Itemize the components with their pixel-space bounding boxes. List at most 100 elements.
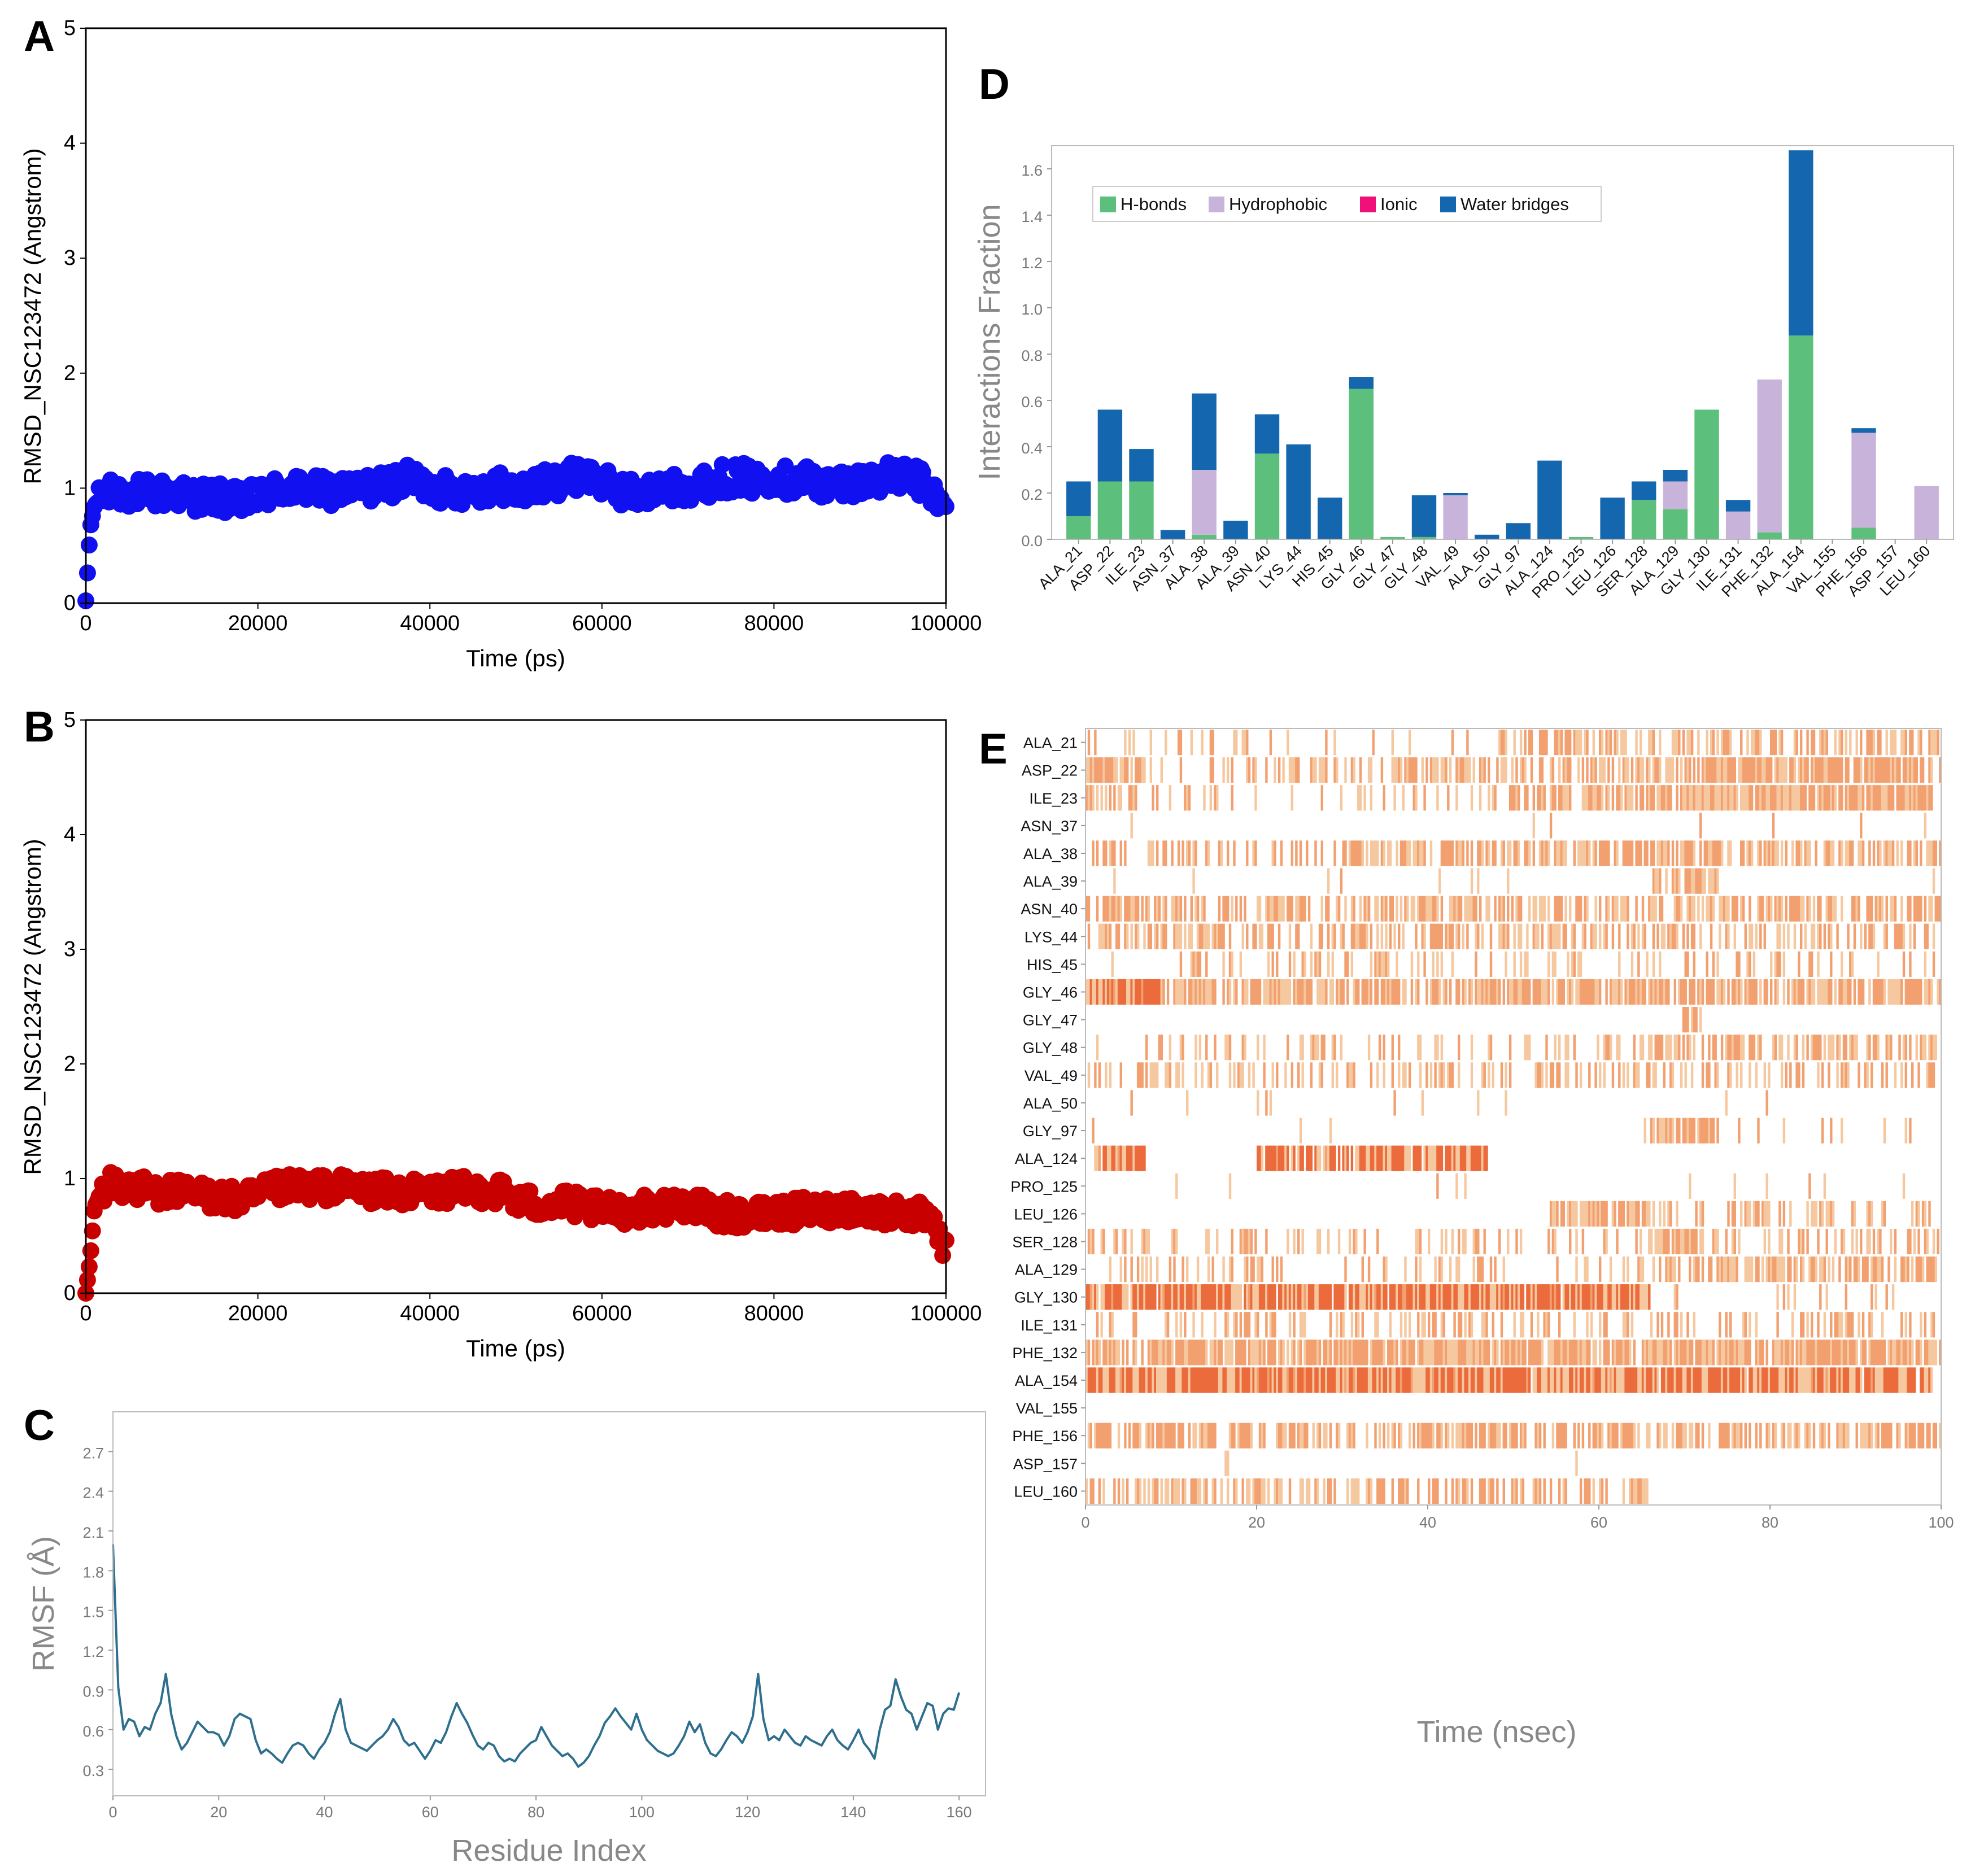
contact-cell — [1667, 1312, 1670, 1338]
contact-cell — [1556, 1284, 1559, 1310]
contact-cell — [1896, 757, 1899, 783]
contact-cell — [1560, 730, 1563, 756]
contact-cell — [1902, 1035, 1906, 1061]
contact-cell — [1828, 785, 1830, 811]
contact-cell — [1479, 840, 1482, 866]
contact-cell — [1265, 1228, 1268, 1255]
contact-cell — [1703, 785, 1706, 811]
contact-cell — [1811, 1367, 1813, 1393]
contact-cell — [1669, 785, 1672, 811]
contact-cell — [1500, 840, 1503, 866]
contact-cell — [1817, 1035, 1820, 1061]
contact-cell — [1671, 1257, 1675, 1282]
contact-cell — [1725, 730, 1728, 756]
contact-cell — [1203, 896, 1206, 922]
contact-cell — [1402, 923, 1405, 949]
contact-cell — [1842, 1035, 1846, 1061]
contact-cell — [1678, 1228, 1681, 1255]
contact-cell — [1599, 1201, 1602, 1227]
contact-cell — [1306, 979, 1309, 1005]
contact-cell — [1396, 1367, 1398, 1393]
contact-cell — [1318, 1062, 1322, 1088]
contact-cell — [1627, 757, 1629, 783]
contact-cell — [1252, 979, 1255, 1005]
contact-cell — [1519, 757, 1523, 783]
contact-cell — [1316, 1284, 1319, 1310]
contact-cell — [1310, 1035, 1313, 1061]
contact-cell — [1708, 840, 1711, 866]
contact-cell — [1353, 1340, 1355, 1365]
x-tick-label: 0 — [80, 1302, 91, 1325]
contact-cell — [1445, 1367, 1448, 1393]
contact-cell — [1502, 757, 1505, 783]
contact-cell — [1361, 1257, 1364, 1282]
contact-cell — [1841, 979, 1843, 1005]
contact-cell — [1616, 840, 1619, 866]
contact-cell — [1470, 785, 1473, 811]
contact-cell — [1541, 979, 1544, 1005]
contact-cell — [1391, 757, 1394, 783]
contact-cell — [1265, 1090, 1268, 1116]
contact-cell — [1774, 951, 1777, 977]
contact-cell — [1723, 1257, 1726, 1282]
contact-cell — [1913, 840, 1916, 866]
contact-cell — [1836, 757, 1839, 783]
contact-cell — [1828, 1367, 1830, 1393]
contact-cell — [1712, 1228, 1715, 1255]
contact-cell — [1470, 840, 1473, 866]
contact-cell — [1812, 730, 1816, 756]
contact-cell — [1440, 757, 1444, 783]
contact-cell — [1301, 1145, 1304, 1171]
contact-cell — [1851, 896, 1854, 922]
contact-cell — [1708, 1062, 1711, 1088]
contact-cell — [1864, 757, 1867, 783]
contact-cell — [1660, 840, 1664, 866]
contact-cell — [1926, 1228, 1929, 1255]
contact-cell — [1089, 979, 1092, 1005]
contact-cell — [1719, 785, 1721, 811]
contact-cell — [1858, 1062, 1860, 1088]
contact-cell — [1830, 951, 1833, 977]
contact-cell — [1841, 785, 1843, 811]
contact-cell — [1111, 896, 1114, 922]
contact-cell — [1749, 757, 1751, 783]
contact-cell — [1470, 1062, 1473, 1088]
contact-cell — [1774, 840, 1777, 866]
contact-cell — [1714, 840, 1717, 866]
contact-cell — [1665, 1340, 1668, 1365]
contact-cell — [1412, 1145, 1415, 1171]
panel-b-points — [77, 1164, 954, 1302]
contact-cell — [1654, 896, 1657, 922]
y-tick-label: 4 — [64, 823, 76, 847]
contact-cell — [1344, 896, 1347, 922]
contact-cell — [1877, 730, 1880, 756]
contact-cell — [1795, 1257, 1798, 1282]
contact-cell — [1567, 1062, 1569, 1088]
x-tick-label: 0 — [108, 1804, 117, 1821]
contact-cell — [1295, 1284, 1298, 1310]
contact-cell — [1871, 730, 1873, 756]
contact-cell — [1455, 840, 1458, 866]
contact-cell — [1537, 1367, 1540, 1393]
y-tick-label: 1.6 — [1021, 162, 1043, 179]
contact-cell — [1440, 1062, 1444, 1088]
contact-cell — [1567, 757, 1569, 783]
contact-cell — [1937, 896, 1939, 922]
contact-cell — [1171, 1284, 1174, 1310]
contact-cell — [1366, 1367, 1368, 1393]
contact-cell — [1449, 1062, 1452, 1088]
contact-cell — [1383, 785, 1385, 811]
contact-cell — [1860, 785, 1863, 811]
contact-cell — [1915, 840, 1918, 866]
contact-cell — [1812, 1257, 1816, 1282]
contact-cell — [1231, 785, 1233, 811]
contact-cell — [1581, 1340, 1585, 1365]
contact-cell — [1678, 1257, 1681, 1282]
contact-cell — [1682, 1367, 1685, 1393]
contact-cell — [1451, 1062, 1454, 1088]
contact-cell — [1246, 730, 1249, 756]
contact-cell — [1736, 1367, 1738, 1393]
contact-cell — [1928, 1062, 1931, 1088]
contact-cell — [1271, 1062, 1274, 1088]
contact-cell — [1868, 730, 1871, 756]
